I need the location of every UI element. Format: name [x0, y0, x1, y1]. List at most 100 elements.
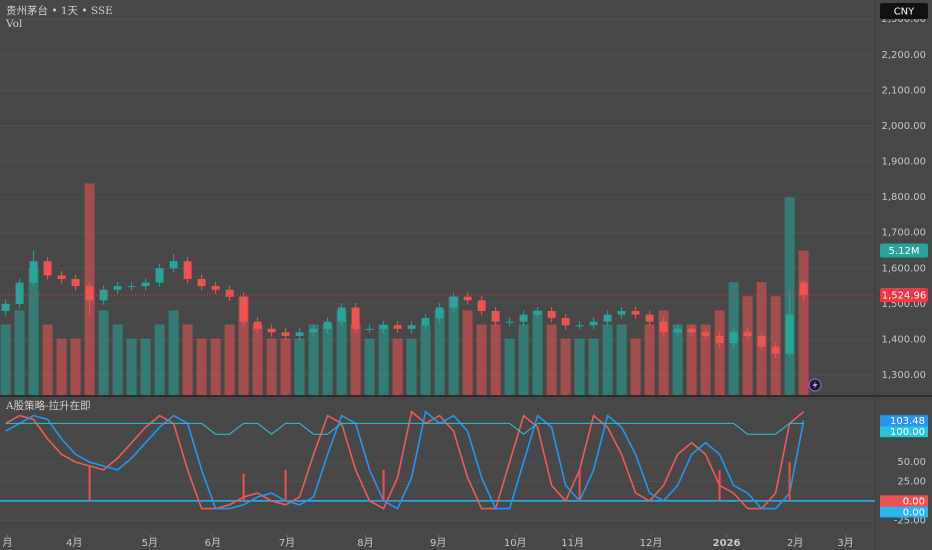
indicator-line	[5, 410, 805, 510]
candle-body	[239, 296, 248, 322]
volume-bar	[336, 310, 347, 395]
x-tick-label: 2月	[787, 537, 803, 549]
last-price-label: 1,524.96	[882, 291, 927, 302]
volume-bar	[616, 324, 627, 395]
volume-title: Vol	[5, 18, 23, 30]
candle-body	[113, 286, 122, 290]
currency-button-bg[interactable]	[880, 3, 928, 19]
currency-label[interactable]: CNY	[894, 7, 915, 18]
x-tick-label: 6月	[205, 537, 221, 549]
x-tick-label: 3月	[837, 537, 853, 549]
volume-bar	[42, 324, 53, 395]
x-tick-label: 11月	[561, 537, 584, 549]
candle-body	[29, 261, 38, 283]
candle-body	[337, 307, 346, 322]
volume-bar	[0, 324, 11, 395]
volume-bar	[490, 324, 501, 395]
volume-bar	[210, 338, 221, 395]
candle-body	[575, 325, 584, 327]
symbol-title: 贵州茅台 • 1天 • SSE	[6, 4, 113, 17]
candle-body	[589, 321, 598, 326]
candle-body	[183, 261, 192, 279]
y-tick-label: 1,300.00	[881, 370, 926, 381]
candle-body	[253, 321, 262, 329]
volume-bar	[308, 324, 319, 395]
price-pane	[0, 18, 875, 395]
x-tick-label: 10月	[504, 537, 527, 549]
candle-body	[729, 332, 738, 344]
value-box	[880, 506, 928, 518]
candle-body	[547, 311, 556, 319]
volume-bar	[630, 338, 641, 395]
y-tick-label: -25.00	[894, 515, 926, 526]
candle-body	[99, 289, 108, 301]
candle-body	[57, 275, 66, 279]
volume-bar	[700, 324, 711, 395]
candle-body	[309, 328, 318, 333]
indicator-line	[5, 422, 804, 435]
candle-body	[757, 335, 766, 347]
candle-body	[295, 332, 304, 336]
candle-body	[267, 328, 276, 333]
candle-body	[715, 335, 724, 344]
candle-body	[141, 282, 150, 287]
candle-body	[435, 307, 444, 319]
candle-body	[491, 311, 500, 322]
y-tick-label: 2,100.00	[881, 85, 926, 96]
y-tick-label: 2,000.00	[881, 121, 926, 132]
indicator-pane	[0, 410, 875, 521]
currency-button[interactable]: CNY	[880, 3, 928, 19]
candle-body	[603, 314, 612, 322]
x-tick-label: 月	[3, 537, 13, 549]
candle-body	[505, 321, 514, 323]
indicator-title: A股策略-拉升在即	[5, 399, 91, 412]
candle-body	[561, 318, 570, 326]
candle-body	[169, 261, 178, 269]
candle-body	[43, 261, 52, 276]
x-tick-label: 4月	[66, 537, 82, 549]
candle-body	[351, 307, 360, 329]
candle-body	[71, 278, 80, 287]
x-tick-label: 9月	[430, 537, 446, 549]
volume-bar	[168, 310, 179, 395]
y-tick-label: 1,600.00	[881, 263, 926, 274]
candle-body	[785, 314, 794, 354]
volume-bar	[126, 338, 137, 395]
y-tick-label: 1,700.00	[881, 228, 926, 239]
volume-bar	[28, 268, 39, 395]
candle-body	[421, 318, 430, 326]
volume-bar	[798, 250, 809, 395]
value-label: 0.00	[903, 496, 925, 507]
volume-bar	[602, 324, 613, 395]
volume-bar	[56, 338, 67, 395]
volume-bar	[224, 324, 235, 395]
volume-bar	[434, 310, 445, 395]
value-box	[880, 426, 928, 438]
x-tick-label: 7月	[279, 537, 295, 549]
volume-bar	[546, 324, 557, 395]
candle-body	[127, 286, 136, 288]
value-box	[880, 495, 928, 507]
candle-body	[687, 328, 696, 333]
candle-body	[197, 278, 206, 287]
volume-bar	[364, 338, 375, 395]
candle-body	[281, 332, 290, 336]
volume-bar	[112, 324, 123, 395]
volume-bar	[476, 324, 487, 395]
alert-bolt[interactable]	[812, 381, 818, 389]
indicator-line	[5, 410, 805, 510]
volume-bar	[532, 310, 543, 395]
volume-bar	[14, 310, 25, 395]
alert-icon[interactable]	[808, 378, 822, 392]
volume-bar	[350, 324, 361, 395]
candle-body	[533, 311, 542, 315]
value-label: 100.00	[890, 427, 925, 438]
candle-body	[15, 282, 24, 304]
volume-bar	[266, 338, 277, 395]
volume-bar	[672, 324, 683, 395]
volume-bar	[294, 338, 305, 395]
candle-body	[631, 311, 640, 315]
y-tick-label: 1,800.00	[881, 192, 926, 203]
